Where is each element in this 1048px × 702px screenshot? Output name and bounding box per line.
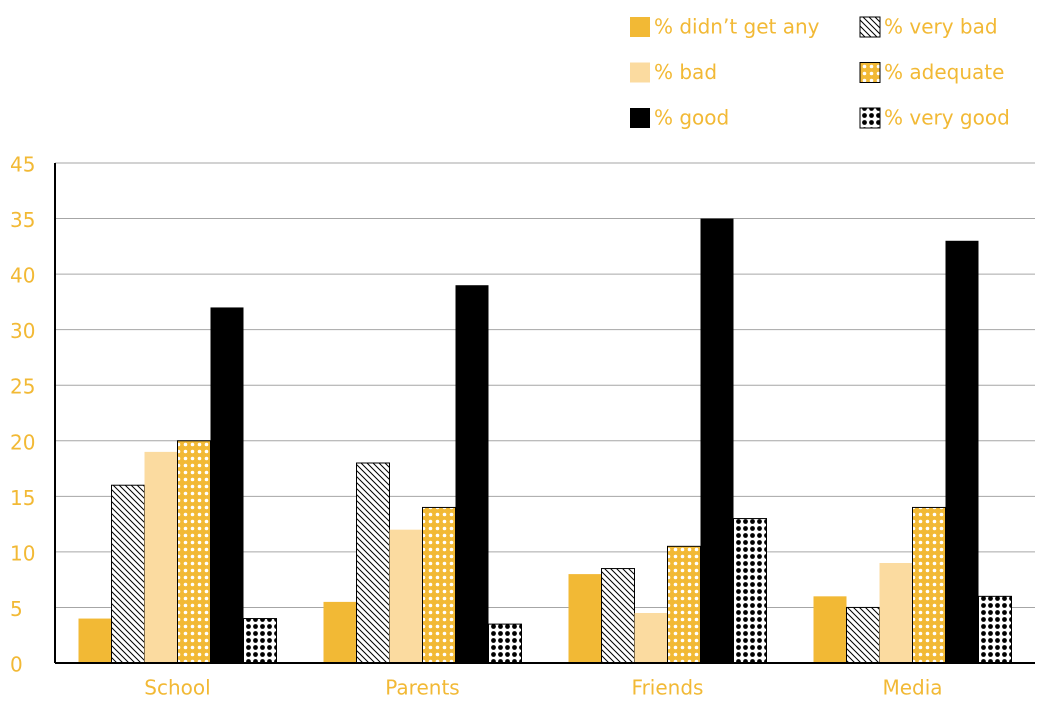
y-tick-label: 40: [10, 264, 35, 288]
bar: [912, 506, 946, 664]
legend-swatch: [630, 17, 650, 37]
x-tick-label: School: [144, 676, 210, 700]
bar: [945, 240, 979, 663]
legend-label: % didn’t get any: [654, 15, 820, 39]
bar: [111, 484, 145, 664]
y-tick-label: 15: [10, 486, 35, 510]
y-tick-label: 30: [10, 319, 35, 343]
bar: [813, 596, 847, 663]
bar: [978, 595, 1012, 664]
bar: [323, 601, 357, 663]
bar: [389, 529, 423, 663]
legend-swatch: [859, 16, 881, 38]
bar: [700, 218, 734, 664]
bar: [78, 618, 112, 663]
bar: [634, 613, 668, 663]
legend-label: % good: [654, 106, 729, 130]
legend-label: % very bad: [884, 15, 998, 39]
bar: [846, 606, 880, 664]
legend-swatch: [630, 62, 650, 83]
y-tick-label: 10: [10, 541, 35, 565]
legend-swatch: [859, 107, 881, 129]
bar: [243, 618, 277, 664]
bar: [210, 307, 244, 663]
x-tick-label: Media: [882, 676, 942, 700]
bar: [455, 285, 489, 663]
bar: [733, 518, 767, 664]
y-tick-label: 25: [10, 375, 35, 399]
y-tick-label: 5: [10, 597, 23, 621]
legend-swatch: [859, 62, 881, 83]
legend-swatch: [630, 108, 650, 128]
bar: [601, 568, 635, 664]
bar: [177, 440, 211, 664]
y-tick-label: 45: [10, 153, 35, 177]
y-tick-label: 20: [10, 430, 35, 454]
bar: [144, 451, 178, 663]
bar: [356, 462, 390, 664]
legend-label: % very good: [884, 106, 1010, 130]
y-tick-label: 0: [10, 653, 23, 677]
x-tick-label: Friends: [632, 676, 704, 700]
bar: [488, 623, 522, 664]
y-tick-label: 35: [10, 208, 35, 232]
bar: [422, 506, 456, 664]
bar: [568, 574, 602, 663]
bar: [667, 545, 701, 664]
bar: [879, 563, 913, 663]
legend-label: % adequate: [884, 60, 1004, 84]
legend-label: % bad: [654, 60, 717, 84]
x-tick-label: Parents: [385, 676, 459, 700]
